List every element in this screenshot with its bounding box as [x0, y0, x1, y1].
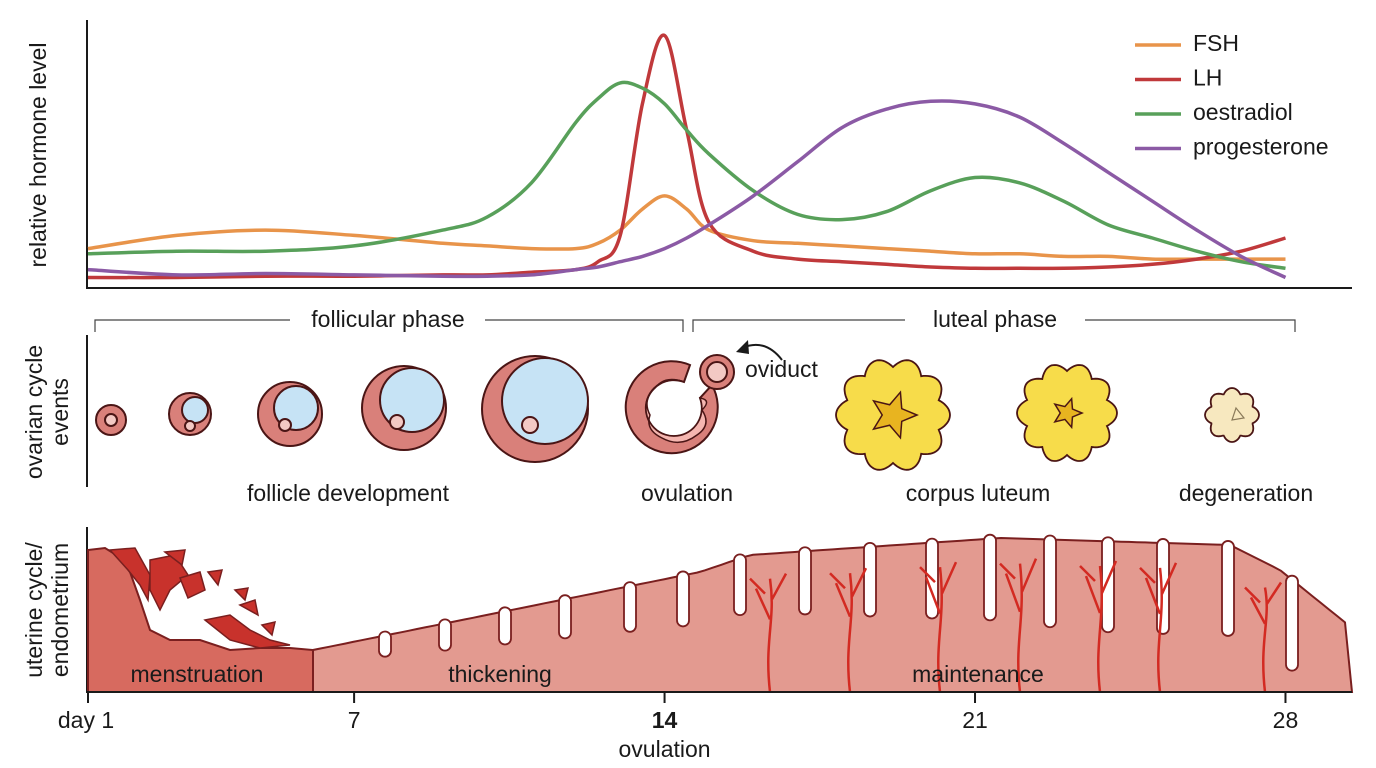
oviduct-label: oviduct [745, 356, 818, 382]
stage-label: degeneration [1179, 480, 1313, 506]
follicular-bracket [94, 319, 684, 332]
antrum [501, 357, 589, 445]
blood-vessel [829, 567, 868, 693]
corpus-albicans [1204, 387, 1260, 443]
stage-label: thickening [448, 661, 552, 687]
tissue-fragment [203, 614, 291, 649]
oocyte [104, 413, 118, 427]
oocyte [184, 420, 196, 432]
x-tick-label: day 1 [58, 707, 114, 733]
gland [438, 618, 452, 652]
legend-label: LH [1193, 65, 1222, 91]
blood-vessel [1079, 560, 1118, 693]
oocyte [278, 418, 292, 432]
gland [1043, 534, 1057, 629]
tissue-fragment [206, 569, 224, 587]
oocyte [389, 414, 405, 430]
stage-label: follicle development [247, 480, 450, 506]
oviduct-arrowhead [736, 340, 749, 354]
stage-label: corpus luteum [906, 480, 1050, 506]
tissue-fragment [238, 599, 260, 617]
tissue-fragment [108, 547, 151, 603]
blood-vessel [999, 558, 1038, 693]
gland [863, 541, 877, 618]
gland [558, 594, 572, 640]
gland [623, 581, 637, 633]
stage-label: maintenance [912, 661, 1044, 687]
luteal-bracket [692, 319, 1296, 332]
blood-vessel [1244, 581, 1283, 693]
stage-label: ovulation [641, 480, 733, 506]
gland [378, 630, 392, 658]
gland [498, 606, 512, 646]
tissue-fragment [163, 549, 186, 567]
luteal-core [1053, 396, 1084, 430]
gland [676, 570, 690, 628]
panel-label: ovarian cycle [21, 345, 47, 479]
antrum [181, 396, 209, 424]
stage-label: menstruation [131, 661, 264, 687]
panel-label: uterine cycle/ [21, 542, 47, 678]
x-tick-label: 28 [1273, 707, 1299, 733]
legend-label: FSH [1193, 30, 1239, 56]
albicans-core [1231, 406, 1246, 421]
blood-vessel [749, 573, 788, 693]
hormone-line [87, 80, 1286, 271]
panel-label: endometrium [47, 543, 73, 677]
hormone-line [87, 99, 1287, 280]
panel-label: events [47, 378, 73, 446]
gland [1156, 538, 1170, 635]
blood-vessel [919, 561, 958, 693]
gland [1221, 540, 1235, 637]
legend-label: progesterone [1193, 134, 1329, 160]
gland [733, 553, 747, 617]
x-note: ovulation [619, 736, 711, 762]
gland [798, 546, 812, 616]
tissue-fragment [233, 587, 250, 602]
ruptured-interior [645, 378, 708, 444]
legend-label: oestradiol [1193, 99, 1293, 125]
layout [86, 20, 1352, 693]
phase-label: luteal phase [933, 306, 1057, 332]
x-tick-label: 21 [962, 707, 988, 733]
phase-label: follicular phase [311, 306, 464, 332]
tissue-fragment [178, 571, 206, 600]
endometrium [312, 536, 1354, 693]
gland [1101, 536, 1115, 634]
x-tick-label: 14 [652, 707, 678, 733]
menstrual-layer [87, 546, 314, 693]
luteal-core [872, 390, 919, 440]
blood-vessel [1139, 562, 1178, 693]
y-axis-label: relative hormone level [25, 42, 51, 267]
oocyte [521, 416, 539, 434]
gland [983, 533, 997, 622]
tissue-fragment [260, 620, 277, 637]
released-egg-core [706, 361, 728, 383]
gland [1285, 574, 1299, 672]
hormone-line [87, 194, 1286, 262]
hormone-line [87, 33, 1286, 280]
x-tick-label: 7 [348, 707, 361, 733]
